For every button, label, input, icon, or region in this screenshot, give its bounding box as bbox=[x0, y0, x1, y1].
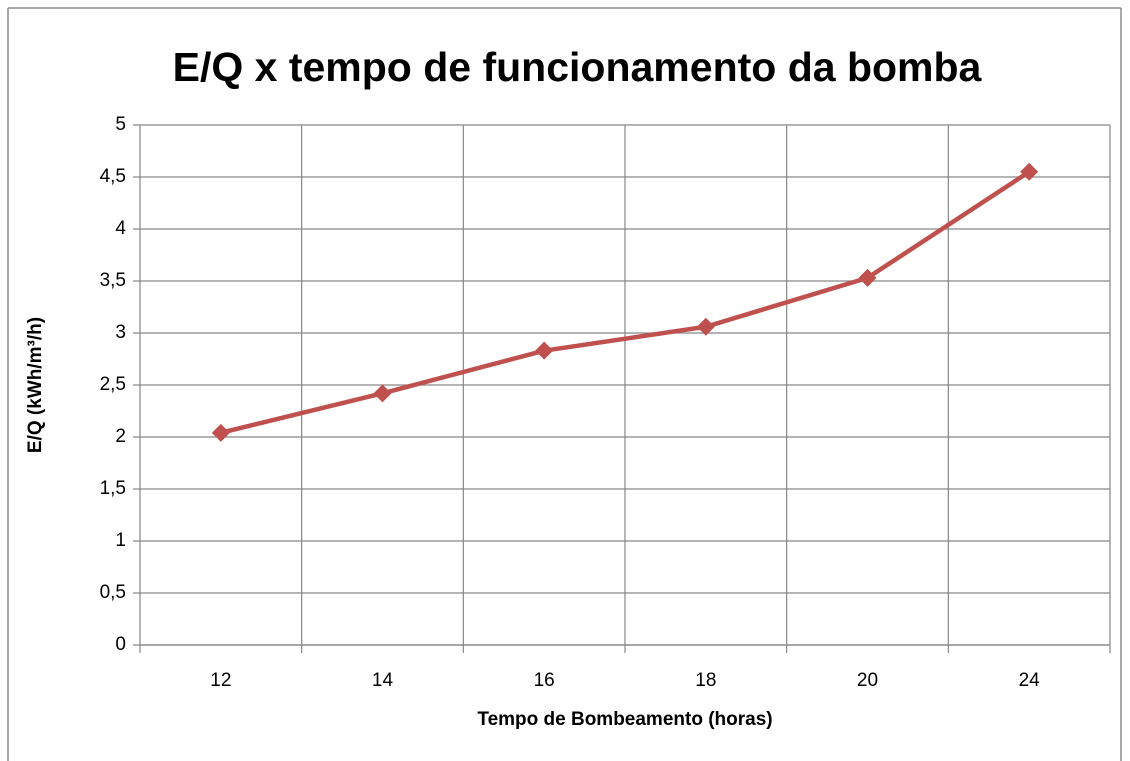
y-tick-label: 5 bbox=[115, 114, 126, 135]
y-tick-label: 3,5 bbox=[100, 270, 126, 291]
marker bbox=[858, 268, 877, 287]
x-tick-label: 24 bbox=[1019, 670, 1041, 691]
y-tick-label: 1 bbox=[115, 530, 126, 551]
y-tick-label: 3 bbox=[115, 322, 126, 343]
y-tick-label: 2 bbox=[115, 426, 126, 447]
y-axis-label: E/Q (kWh/m³/h) bbox=[25, 317, 46, 453]
y-tick-label: 4,5 bbox=[100, 166, 126, 187]
x-tick-label: 14 bbox=[372, 670, 394, 691]
chart-title: E/Q x tempo de funcionamento da bomba bbox=[173, 44, 983, 90]
marker bbox=[696, 317, 715, 336]
x-tick-label: 16 bbox=[534, 670, 555, 691]
marker bbox=[535, 341, 554, 360]
x-tick-label: 12 bbox=[210, 670, 231, 691]
marker bbox=[211, 423, 230, 442]
y-tick-label: 1,5 bbox=[100, 478, 126, 499]
line bbox=[220, 169, 1031, 436]
y-tick-label: 4 bbox=[115, 218, 126, 239]
y-tick-label: 2,5 bbox=[100, 374, 126, 395]
y-tick-label: 0,5 bbox=[100, 582, 126, 603]
x-tick-label: 18 bbox=[695, 670, 716, 691]
marker bbox=[373, 384, 392, 403]
y-tick-label: 0 bbox=[115, 634, 126, 655]
marker bbox=[1020, 162, 1039, 181]
x-axis-label: Tempo de Bombeamento (horas) bbox=[477, 709, 772, 730]
x-tick-label: 20 bbox=[857, 670, 878, 691]
